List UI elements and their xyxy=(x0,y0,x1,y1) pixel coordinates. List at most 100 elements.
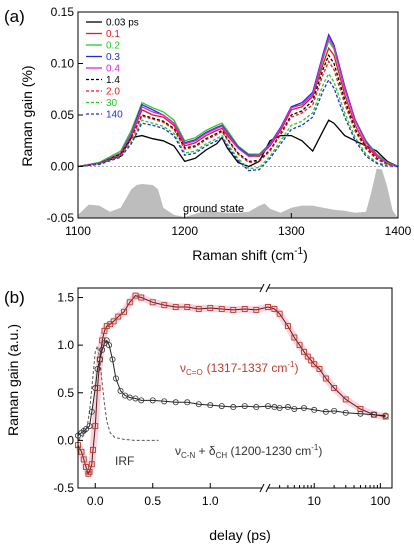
cn-point-22 xyxy=(172,399,179,406)
y-tick-label-0: -0.05 xyxy=(47,211,75,225)
bxl-tick-label-0: 10 xyxy=(308,494,322,508)
cn-point-6 xyxy=(92,384,99,391)
cn-point-18 xyxy=(132,395,139,402)
bxl-tick-label-1: 100 xyxy=(370,494,390,508)
panel-b-y-title: Raman gain (a.u.) xyxy=(5,324,21,436)
series-line-0 xyxy=(77,119,399,168)
cn-point-8 xyxy=(96,356,103,363)
panel-a-x-title: Raman shift (cm-1) xyxy=(192,246,308,263)
by-tick-label-0: -0.5 xyxy=(53,481,74,495)
cn-point-17 xyxy=(126,394,133,401)
series-cn-label: νC-N + δCH (1200-1230 cm-1) xyxy=(175,443,322,460)
cn-point-42 xyxy=(382,412,389,419)
panel-b-series xyxy=(75,292,389,477)
co-point-25 xyxy=(195,306,202,312)
cn-point-4 xyxy=(86,423,93,430)
bx-tick-label-1: 0.5 xyxy=(144,494,161,508)
cn-point-26 xyxy=(218,403,225,410)
bx-tick-label-2: 1.0 xyxy=(202,494,219,508)
cn-point-7 xyxy=(94,365,101,372)
cn-point-40 xyxy=(357,410,364,417)
co-point-21 xyxy=(149,299,156,306)
irf-line xyxy=(77,344,159,441)
co-point-5 xyxy=(86,468,93,475)
break-cover-bottom xyxy=(262,484,268,492)
panel-a-axes: 1100 1200 1300 1400 -0.05 0.00 0.05 0.10 0.15 xyxy=(47,5,412,238)
co-point-19 xyxy=(132,292,139,299)
panel-b-fits xyxy=(74,292,387,478)
series-line-6 xyxy=(77,60,399,168)
by-tick-label-1: 0.0 xyxy=(57,433,74,447)
cn-point-30 xyxy=(264,403,271,410)
cn-point-28 xyxy=(241,403,248,410)
co-point-30 xyxy=(253,306,260,313)
co-point-17 xyxy=(121,308,127,315)
co-point-27 xyxy=(218,306,225,312)
cn-point-38 xyxy=(331,407,338,414)
cn-point-19 xyxy=(138,397,145,404)
cn-point-11 xyxy=(103,337,110,344)
x-tick-label-0: 1100 xyxy=(65,224,91,238)
series-line-8 xyxy=(77,78,398,172)
co-point-8 xyxy=(92,423,99,430)
co-point-23 xyxy=(172,304,179,310)
co-point-4 xyxy=(85,470,92,477)
cn-point-25 xyxy=(207,402,214,409)
y-tick-label-3: 0.10 xyxy=(51,57,75,71)
cn-point-36 xyxy=(311,406,318,413)
cn-point-34 xyxy=(291,405,298,412)
co-point-26 xyxy=(207,305,214,311)
cn-point-12 xyxy=(106,342,113,349)
co-point-37 xyxy=(301,348,307,355)
co-point-32 xyxy=(271,306,278,312)
legend-label-4: 0.4 xyxy=(106,64,120,75)
panel-b-label: (b) xyxy=(4,288,25,307)
co-point-28 xyxy=(230,306,237,313)
cn-point-41 xyxy=(370,411,377,418)
panel-a-y-title: Raman gain (%) xyxy=(19,65,35,166)
co-point-33 xyxy=(276,310,283,317)
co-point-44 xyxy=(342,396,349,403)
panel-b-x-title: delay (ps) xyxy=(209,527,270,543)
break-mark-0-a xyxy=(259,283,265,293)
fit-line-0 xyxy=(77,295,386,475)
cn-point-27 xyxy=(230,404,237,411)
co-point-22 xyxy=(161,302,168,309)
panel-a-label: (a) xyxy=(4,7,25,26)
co-point-1 xyxy=(78,448,85,455)
co-point-40 xyxy=(311,361,318,368)
bx-tick-label-0: 0.0 xyxy=(87,494,104,508)
cn-point-37 xyxy=(322,408,329,415)
by-tick-label-4: 1.5 xyxy=(57,291,74,305)
legend-label-2: 0.2 xyxy=(106,41,120,52)
cn-point-33 xyxy=(284,404,291,411)
plot-frame-b xyxy=(77,287,393,489)
co-point-9 xyxy=(94,385,101,391)
break-mark-0-b xyxy=(265,283,271,293)
legend-label-7: 30 xyxy=(106,98,118,109)
x-tick-label-1: 1200 xyxy=(171,224,198,238)
cn-point-15 xyxy=(117,387,124,394)
cn-point-13 xyxy=(109,356,116,363)
x-tick-label-2: 1300 xyxy=(278,224,305,238)
co-point-6 xyxy=(88,461,95,468)
co-point-38 xyxy=(304,353,311,360)
cn-point-14 xyxy=(112,375,119,382)
by-tick-label-3: 1.0 xyxy=(57,338,74,352)
panel-a-series xyxy=(77,32,399,172)
y-tick-label-2: 0.05 xyxy=(51,108,75,122)
cn-point-24 xyxy=(195,401,202,408)
irf-curve xyxy=(77,344,159,441)
co-point-20 xyxy=(138,294,145,301)
irf-label: IRF xyxy=(115,454,134,468)
cn-point-35 xyxy=(300,404,307,411)
co-point-36 xyxy=(296,342,303,349)
legend-label-5: 1.4 xyxy=(106,75,120,86)
cn-point-23 xyxy=(184,399,191,406)
cn-point-29 xyxy=(253,404,260,411)
co-point-41 xyxy=(316,366,323,372)
cn-point-21 xyxy=(161,398,168,405)
panel-b: (b) 0.0 0.5 1.0 10 100 -0.5 0.0 0.5 1.0 1.5 IRF ν… xyxy=(4,283,393,543)
